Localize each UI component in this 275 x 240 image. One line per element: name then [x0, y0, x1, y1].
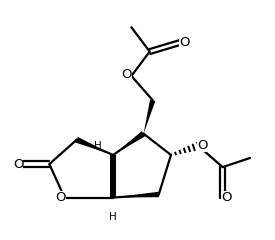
Text: O: O: [179, 36, 189, 49]
Polygon shape: [111, 155, 116, 198]
Text: O: O: [122, 68, 132, 81]
Polygon shape: [113, 131, 145, 155]
Polygon shape: [113, 192, 159, 198]
Polygon shape: [76, 137, 113, 155]
Polygon shape: [144, 100, 155, 134]
Text: O: O: [198, 139, 208, 152]
Text: O: O: [55, 191, 66, 204]
Text: O: O: [221, 191, 232, 204]
Text: H: H: [109, 212, 117, 222]
Text: O: O: [13, 158, 23, 171]
Text: H: H: [94, 141, 102, 151]
